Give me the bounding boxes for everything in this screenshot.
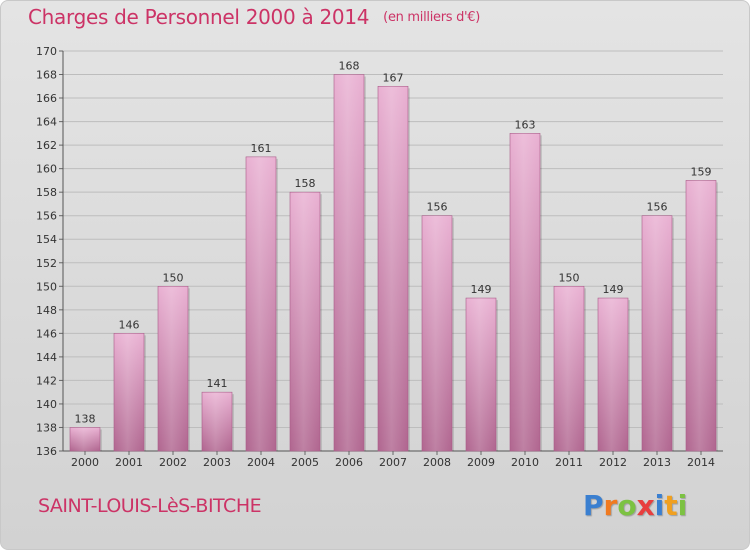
y-tick-label: 140 xyxy=(36,398,57,411)
x-tick-label: 2013 xyxy=(643,456,671,469)
chart-title: Charges de Personnel 2000 à 2014 (en mill… xyxy=(28,5,480,29)
bar-highlight xyxy=(598,298,628,451)
bar-highlight xyxy=(114,333,144,451)
value-labels: 138 146 150 141 161 158 168 167 156 149 163 150 149 1… xyxy=(75,60,712,426)
y-tick-label: 144 xyxy=(36,351,57,364)
bar-highlight xyxy=(510,133,540,451)
value-label: 149 xyxy=(471,283,492,296)
x-tick-label: 2008 xyxy=(423,456,451,469)
value-label: 138 xyxy=(75,412,96,425)
chart-title-text: Charges de Personnel 2000 à 2014 xyxy=(28,5,370,29)
value-label: 158 xyxy=(295,177,316,190)
y-tick-label: 150 xyxy=(36,280,57,293)
value-label: 163 xyxy=(515,118,536,131)
logo-letter: t xyxy=(664,489,678,522)
x-tick-label: 2011 xyxy=(555,456,583,469)
x-tick-label: 2001 xyxy=(115,456,143,469)
y-tick-label: 142 xyxy=(36,374,57,387)
bar-highlight xyxy=(686,180,716,452)
y-tick-label: 138 xyxy=(36,421,57,434)
x-tick-label: 2012 xyxy=(599,456,627,469)
y-tick-label: 164 xyxy=(36,116,57,129)
value-label: 161 xyxy=(251,142,272,155)
y-tick-label: 154 xyxy=(36,233,57,246)
logo-letter: r xyxy=(603,489,618,522)
bar-highlight xyxy=(554,286,584,451)
x-tick-label: 2009 xyxy=(467,456,495,469)
bar-highlight xyxy=(378,86,408,451)
logo-letter: i xyxy=(654,489,665,522)
logo-letter: x xyxy=(636,489,655,522)
bar-highlight xyxy=(334,74,364,451)
bars xyxy=(69,74,718,452)
x-tick-label: 2006 xyxy=(335,456,363,469)
logo-letter: i xyxy=(677,489,688,522)
x-tick-labels: 2000 2001 2002 2003 2004 2005 2006 2007 2008 2009… xyxy=(71,451,715,469)
logo-letter: o xyxy=(617,489,637,522)
y-tick-label: 162 xyxy=(36,139,57,152)
y-tick-label: 168 xyxy=(36,69,57,82)
bar-highlight xyxy=(202,392,232,451)
chart-subtitle: (en milliers d'€) xyxy=(383,10,481,25)
y-tick-label: 146 xyxy=(36,327,57,340)
y-tick-label: 166 xyxy=(36,92,57,105)
bar-highlight xyxy=(642,215,672,451)
value-label: 146 xyxy=(119,318,140,331)
bar-highlight xyxy=(158,286,188,451)
x-tick-label: 2007 xyxy=(379,456,407,469)
bar-highlight xyxy=(422,215,452,451)
x-tick-label: 2010 xyxy=(511,456,539,469)
value-label: 156 xyxy=(427,201,448,214)
y-tick-label: 160 xyxy=(36,163,57,176)
x-tick-label: 2004 xyxy=(247,456,275,469)
y-tick-label: 158 xyxy=(36,186,57,199)
value-label: 159 xyxy=(691,165,712,178)
value-label: 150 xyxy=(559,271,580,284)
y-tick-label: 136 xyxy=(36,445,57,458)
value-label: 168 xyxy=(339,60,360,73)
bar-highlight xyxy=(466,298,496,451)
value-label: 150 xyxy=(163,271,184,284)
logo-letter: P xyxy=(583,489,604,522)
value-label: 156 xyxy=(647,201,668,214)
y-tick-label: 152 xyxy=(36,257,57,270)
bar-highlight xyxy=(70,427,100,451)
y-tick-label: 156 xyxy=(36,210,57,223)
value-label: 149 xyxy=(603,283,624,296)
x-tick-label: 2005 xyxy=(291,456,319,469)
x-tick-label: 2002 xyxy=(159,456,187,469)
value-label: 141 xyxy=(207,377,228,390)
bar-highlight xyxy=(290,192,320,452)
x-tick-label: 2000 xyxy=(71,456,99,469)
proxiti-logo: Proxiti xyxy=(583,489,687,522)
bar-highlight xyxy=(246,156,276,451)
commune-name: SAINT-LOUIS-LèS-BITCHE xyxy=(38,495,262,517)
x-tick-label: 2014 xyxy=(687,456,715,469)
y-tick-label: 148 xyxy=(36,304,57,317)
x-tick-label: 2003 xyxy=(203,456,231,469)
value-label: 167 xyxy=(383,71,404,84)
y-tick-label: 170 xyxy=(36,45,57,58)
y-tick-labels: 136 138 140 142 144 146 148 150 152 154 156 158 160 1… xyxy=(36,45,57,458)
